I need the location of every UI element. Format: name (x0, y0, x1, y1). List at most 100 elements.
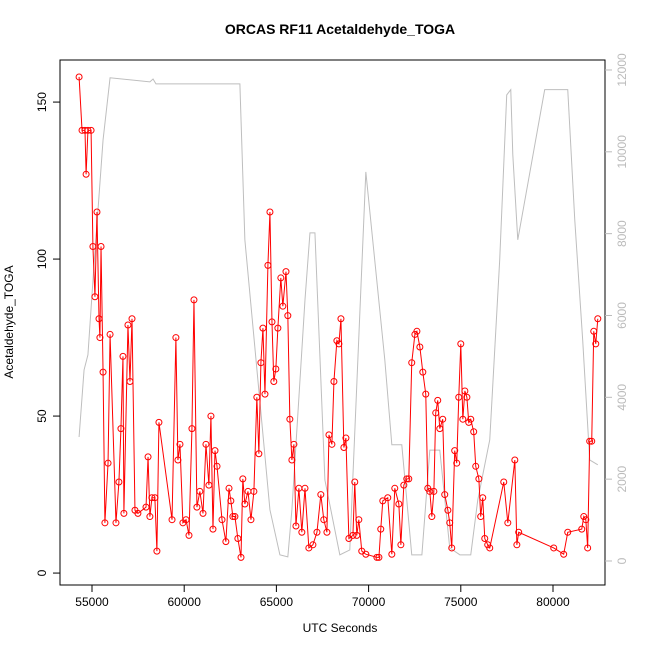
data-point (434, 396, 442, 404)
data-point (395, 500, 403, 508)
data-point (403, 475, 411, 483)
data-point (284, 312, 292, 320)
series-line (78, 76, 599, 558)
data-point (453, 459, 461, 467)
data-point (588, 437, 596, 445)
data-point (146, 513, 154, 521)
data-point (479, 494, 487, 502)
y2-tick-label: 2000 (615, 465, 629, 492)
data-point (266, 208, 274, 216)
data-point (264, 261, 272, 269)
data-point (477, 513, 485, 521)
data-point (247, 516, 255, 524)
data-point (193, 503, 201, 511)
data-point (451, 447, 459, 455)
y-axis-label: Acetaldehyde_TOGA (2, 265, 16, 378)
data-point (153, 547, 161, 555)
data-point (257, 359, 265, 367)
data-point (441, 491, 449, 499)
plot-box (59, 59, 606, 586)
data-point (362, 550, 370, 558)
data-point (126, 378, 134, 386)
data-point (174, 456, 182, 464)
data-point (225, 484, 233, 492)
data-point (467, 415, 475, 423)
data-point (205, 481, 213, 489)
data-point (298, 528, 306, 536)
data-point (148, 494, 156, 502)
data-point (511, 456, 519, 464)
data-point (419, 368, 427, 376)
y2-tick-label: 8000 (615, 220, 629, 247)
data-point (584, 544, 592, 552)
data-point (91, 293, 99, 301)
y2-tick-label: 4000 (615, 384, 629, 411)
data-point (590, 327, 598, 335)
x-tick-label: 75000 (444, 595, 478, 609)
series-line (78, 77, 599, 558)
data-point (213, 462, 221, 470)
data-point (188, 425, 196, 433)
data-point (277, 274, 285, 282)
data-point (253, 393, 261, 401)
data-point (379, 497, 387, 505)
data-point (459, 415, 467, 423)
data-point (388, 550, 396, 558)
data-point (481, 535, 489, 543)
data-point (408, 359, 416, 367)
data-point (475, 475, 483, 483)
data-point (340, 443, 348, 451)
data-point (112, 519, 120, 527)
data-point (261, 390, 269, 398)
data-point (151, 494, 159, 502)
data-point (564, 528, 572, 536)
data-point (594, 315, 602, 323)
data-point (355, 516, 363, 524)
data-point (93, 208, 101, 216)
data-point (196, 487, 204, 495)
data-point (373, 553, 381, 561)
data-point (207, 412, 215, 420)
data-point (95, 315, 103, 323)
data-point (87, 126, 95, 134)
data-point (439, 415, 447, 423)
data-point (405, 475, 413, 483)
data-point (211, 447, 219, 455)
data-point (279, 302, 287, 310)
data-point (351, 478, 359, 486)
data-point (250, 487, 258, 495)
y-tick-label: 0 (35, 569, 49, 576)
chart-title: ORCAS RF11 Acetaldehyde_TOGA (225, 21, 455, 37)
data-point (335, 340, 343, 348)
x-tick-label: 80000 (536, 595, 570, 609)
data-point (229, 513, 237, 521)
data-point (237, 553, 245, 561)
data-point (463, 393, 471, 401)
data-point (104, 459, 112, 467)
data-point (578, 525, 586, 533)
data-point (436, 425, 444, 433)
data-point (317, 491, 325, 499)
data-point (199, 509, 207, 517)
data-point (455, 393, 463, 401)
data-point (432, 409, 440, 417)
data-point (342, 434, 350, 442)
data-point (550, 544, 558, 552)
data-point (384, 494, 392, 502)
data-point (106, 330, 114, 338)
y-tick-label: 100 (35, 249, 49, 269)
data-point (255, 450, 263, 458)
data-point (259, 324, 267, 332)
data-point (97, 243, 105, 251)
data-point (231, 513, 239, 521)
data-point (301, 484, 309, 492)
x-tick-label: 65000 (260, 595, 294, 609)
data-point (117, 425, 125, 433)
data-point (397, 541, 405, 549)
data-point (82, 170, 90, 178)
data-point (75, 73, 83, 81)
data-point (586, 437, 594, 445)
data-point (168, 516, 176, 524)
data-point (391, 484, 399, 492)
